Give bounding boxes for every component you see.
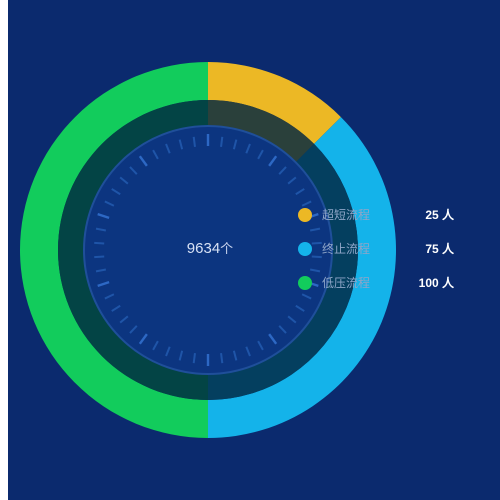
gauge-tick — [257, 149, 264, 160]
gauge-tick — [178, 139, 184, 150]
gauge-tick — [165, 143, 171, 154]
gauge-ticks — [94, 134, 322, 366]
gauge-tick — [111, 304, 121, 312]
legend-dot — [298, 208, 312, 222]
inner-ring — [58, 100, 359, 400]
gauge-tick — [165, 346, 171, 357]
legend-name: 终止流程 — [322, 242, 371, 256]
gauge-tick — [138, 333, 148, 345]
gauge-tick — [301, 200, 312, 207]
gauge-tick — [278, 325, 287, 334]
gauge-tick — [119, 176, 129, 185]
legend-value: 100 人 — [418, 276, 454, 290]
gauge-tick — [138, 155, 148, 167]
gauge-tick — [245, 346, 251, 357]
gauge-tick — [220, 136, 224, 147]
gauge-tick — [278, 166, 287, 175]
legend-dot — [298, 276, 312, 290]
gauge-tick — [295, 304, 305, 312]
legend-item[interactable]: 超短流程 25 人 — [298, 206, 468, 224]
gauge-tick — [268, 155, 278, 167]
gauge-tick — [311, 255, 322, 259]
donut-inner-slice — [208, 100, 315, 163]
donut-slice[interactable] — [208, 117, 396, 438]
gauge-tick — [245, 143, 251, 154]
gauge-tick — [301, 293, 312, 300]
legend-name: 低压流程 — [322, 276, 371, 290]
gauge-tick — [104, 293, 115, 300]
gauge-tick — [309, 227, 321, 232]
gauge-tick — [111, 188, 121, 196]
center-total-unit: 个 — [220, 241, 234, 256]
gauge-tick — [129, 166, 138, 175]
legend-item[interactable]: 低压流程 100 人 — [298, 274, 468, 292]
gauge-tick — [192, 353, 196, 364]
gauge-tick — [95, 268, 107, 273]
donut-slice[interactable] — [20, 62, 208, 438]
gauge-tick — [119, 315, 129, 324]
gauge-tick — [97, 213, 110, 220]
gauge-tick — [94, 241, 105, 245]
center-total: 9634个 — [150, 238, 270, 260]
legend-value: 25 人 — [425, 208, 454, 222]
gauge-tick — [95, 227, 107, 232]
inner-disc — [83, 125, 333, 375]
donut-slice[interactable] — [208, 62, 341, 144]
gauge-tick — [232, 350, 238, 361]
gauge-tick — [129, 325, 138, 334]
gauge-tick — [287, 315, 297, 324]
gauge-tick — [94, 255, 105, 259]
gauge-tick — [309, 268, 321, 273]
gauge-tick — [268, 333, 278, 345]
gauge-tick — [178, 350, 184, 361]
outer-ring — [20, 62, 396, 438]
gauge-tick — [311, 241, 322, 245]
donut-inner-slice — [208, 143, 359, 400]
gauge-tick — [97, 280, 110, 287]
legend-dot — [298, 242, 312, 256]
gauge-tick — [220, 353, 224, 364]
gauge-tick — [295, 188, 305, 196]
gauge-tick — [192, 136, 196, 147]
legend: 超短流程 25 人 终止流程 75 人 低压流程 100 人 — [298, 206, 468, 308]
gauge-tick — [232, 139, 238, 150]
gauge-tick — [287, 176, 297, 185]
center-total-value: 9634 — [186, 240, 221, 257]
gauge-tick — [104, 200, 115, 207]
gauge-tick — [152, 340, 159, 351]
donut-inner-slice — [58, 100, 208, 400]
legend-name: 超短流程 — [322, 208, 371, 222]
legend-item[interactable]: 终止流程 75 人 — [298, 240, 468, 258]
gauge-tick — [152, 149, 159, 160]
gauge-tick — [257, 340, 264, 351]
legend-value: 75 人 — [425, 242, 454, 256]
